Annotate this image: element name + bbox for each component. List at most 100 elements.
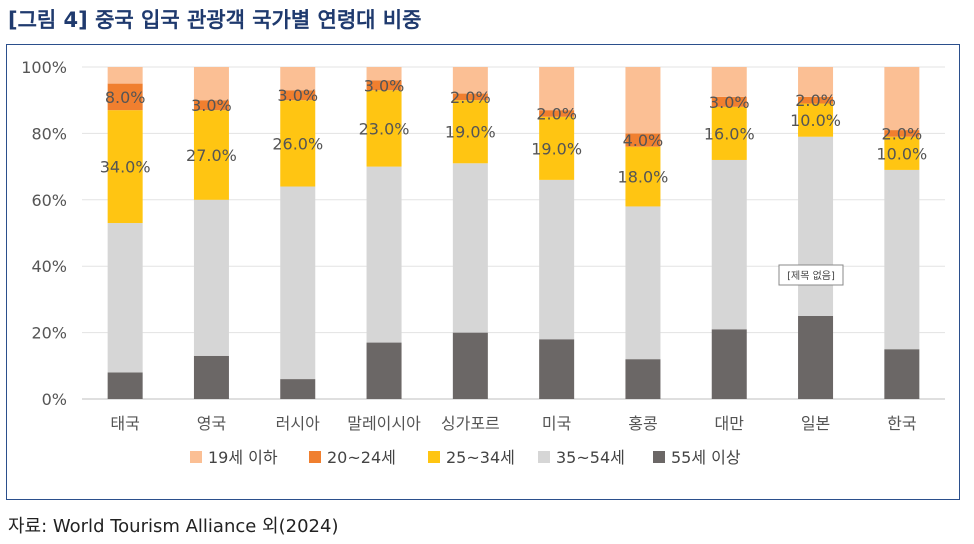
y-tick-label: 60% xyxy=(31,191,67,210)
bar-segment xyxy=(884,169,920,350)
data-labels: 34.0% 8.0% 27.0% 3.0% 26.0% 3.0% 23.0% 3.0% 19.0… xyxy=(100,76,928,186)
bar-segment xyxy=(366,90,402,167)
bar-segment xyxy=(625,206,661,360)
chart-container: 0% 20% 40% 60% 80% 100% 34.0% 8.0% 27.0% 3.0% 26.… xyxy=(6,44,960,500)
bar-segment xyxy=(798,136,834,316)
bar-segment xyxy=(539,67,575,111)
data-label: 34.0% xyxy=(100,158,151,177)
bar-segment xyxy=(711,329,747,399)
bar-segment xyxy=(452,100,488,164)
bar-segment xyxy=(452,67,488,94)
x-tick-label: 영국 xyxy=(197,414,226,433)
source-note: 자료: World Tourism Alliance 외(2024) xyxy=(8,516,339,537)
bar-segment xyxy=(107,67,143,84)
bar-segment xyxy=(280,186,316,380)
bar-segment xyxy=(798,103,834,137)
x-tick-label: 한국 xyxy=(887,414,916,433)
data-label: 3.0% xyxy=(191,96,232,115)
bar-segment xyxy=(798,67,834,97)
data-label: 19.0% xyxy=(531,139,582,158)
bar-segment xyxy=(711,159,747,330)
data-label: 26.0% xyxy=(272,134,323,153)
bar-segment xyxy=(711,67,747,97)
bar-segment xyxy=(539,116,575,180)
bar-segment xyxy=(884,130,920,137)
data-label: 8.0% xyxy=(105,88,146,107)
bar-segment xyxy=(798,96,834,104)
data-label: 2.0% xyxy=(450,88,491,107)
bar-segment xyxy=(798,316,834,399)
bar-segment xyxy=(711,96,747,107)
data-label: 2.0% xyxy=(882,124,923,143)
x-tick-label: 싱가포르 xyxy=(441,414,500,433)
data-label: 10.0% xyxy=(876,144,927,163)
bar-segment xyxy=(366,80,402,91)
bar-segment xyxy=(711,106,747,160)
data-label: 4.0% xyxy=(623,131,664,150)
bar-segment xyxy=(366,166,402,343)
x-tick-label: 미국 xyxy=(542,414,571,433)
legend-label: 35~54세 xyxy=(556,448,625,467)
legend-label: 55세 이상 xyxy=(671,448,741,467)
tooltip-text: [제목 없음] xyxy=(787,269,835,282)
figure-title: [그림 4] 중국 입국 관광객 국가별 연령대 비중 xyxy=(8,8,422,32)
y-tick-label: 100% xyxy=(21,58,67,77)
bar-segment xyxy=(625,146,661,207)
bar-segment xyxy=(107,83,143,111)
legend-label: 25~34세 xyxy=(446,448,515,467)
bar-segment xyxy=(193,110,229,200)
bar-segment xyxy=(452,332,488,399)
data-label: 19.0% xyxy=(445,123,496,142)
y-axis-ticks: 0% 20% 40% 60% 80% 100% xyxy=(21,58,67,409)
data-label: 3.0% xyxy=(277,86,318,105)
data-label: 27.0% xyxy=(186,146,237,165)
x-tick-label: 태국 xyxy=(110,414,139,433)
y-tick-label: 80% xyxy=(31,124,67,143)
bar-segment xyxy=(884,136,920,170)
legend: 19세 이하 20~24세 25~34세 35~54세 55세 이상 xyxy=(190,448,741,467)
data-label: 10.0% xyxy=(790,111,841,130)
bar-segment xyxy=(193,100,229,111)
x-tick-label: 대만 xyxy=(715,414,745,433)
bar-segment xyxy=(280,90,316,101)
bar-segment xyxy=(625,359,661,399)
x-tick-label: 일본 xyxy=(801,414,830,433)
bar-segment xyxy=(280,379,316,399)
bar-segment xyxy=(193,355,229,399)
legend-swatch xyxy=(428,451,440,463)
bar-segment xyxy=(193,67,229,101)
stacked-bar-chart: 0% 20% 40% 60% 80% 100% 34.0% 8.0% 27.0% 3.0% 26.… xyxy=(21,58,945,467)
bar-segment xyxy=(884,67,920,131)
x-tick-label: 홍콩 xyxy=(628,414,657,433)
bar-segment xyxy=(539,339,575,399)
y-tick-label: 40% xyxy=(31,257,67,276)
bar-segment xyxy=(107,110,143,224)
y-tick-label: 20% xyxy=(31,324,67,343)
empty-title-tooltip: [제목 없음] xyxy=(778,264,844,286)
bar-segment xyxy=(280,67,316,91)
data-label: 18.0% xyxy=(618,168,669,187)
bar-segment xyxy=(193,199,229,356)
legend-swatch xyxy=(538,451,550,463)
bar-segment xyxy=(539,110,575,117)
data-label: 23.0% xyxy=(359,119,410,138)
x-tick-label: 러시아 xyxy=(276,414,320,433)
bar-segment xyxy=(539,179,575,340)
data-label: 3.0% xyxy=(364,76,405,95)
bar-segment xyxy=(884,349,920,399)
bar-segment xyxy=(107,372,143,399)
bar-segment xyxy=(625,67,661,134)
data-label: 16.0% xyxy=(704,124,755,143)
x-axis-ticks: 태국 영국 러시아 말레이시아 싱가포르 미국 홍콩 대만 일본 한국 xyxy=(110,414,916,433)
legend-swatch xyxy=(309,451,321,463)
bar-segment xyxy=(366,67,402,81)
bar-segment xyxy=(452,93,488,101)
y-tick-label: 0% xyxy=(42,390,67,409)
x-tick-label: 말레이시아 xyxy=(347,414,421,433)
bar-segment xyxy=(625,133,661,147)
bar-segment xyxy=(366,342,402,399)
data-label: 2.0% xyxy=(536,104,577,123)
bars xyxy=(107,67,920,399)
legend-label: 20~24세 xyxy=(327,448,396,467)
bar-segment xyxy=(107,223,143,373)
